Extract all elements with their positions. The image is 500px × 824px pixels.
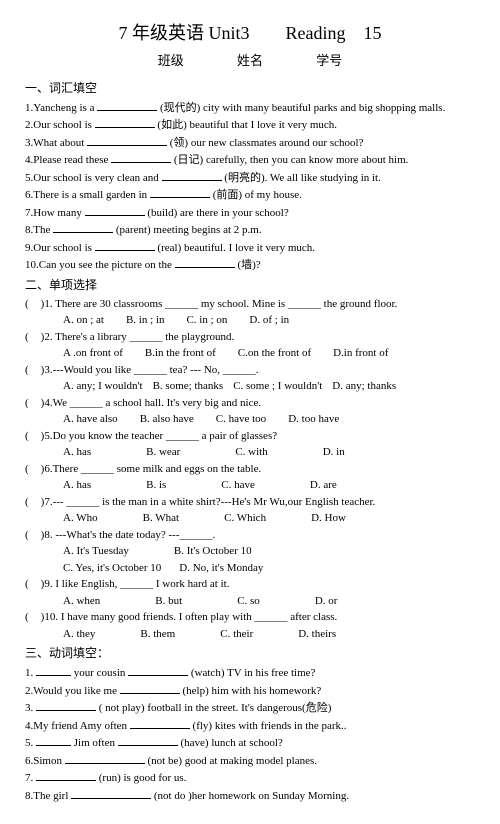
s2-q10-opts: A. theyB. themC. theirD. theirs bbox=[63, 626, 475, 643]
s2-q2-opts: A .on front ofB.in the front ofC.on the … bbox=[63, 345, 475, 362]
s3-q3: 3. ( not play) football in the street. I… bbox=[25, 699, 475, 717]
s2-q9-opts: A. whenB. butC. soD. or bbox=[63, 593, 475, 610]
s2-q8-opts-1: A. It's TuesdayB. It's October 10 bbox=[63, 543, 475, 560]
s1-q5: 5.Our school is very clean and (明亮的). We… bbox=[25, 169, 475, 187]
s2-q5-opts: A. hasB. wearC. withD. in bbox=[63, 444, 475, 461]
s1-q6: 6.There is a small garden in (前面) of my … bbox=[25, 186, 475, 204]
s3-q7: 7. (run) is good for us. bbox=[25, 769, 475, 787]
s2-q4: ()4.We ______ a school hall. It's very b… bbox=[25, 395, 475, 412]
s1-q1: 1.Yancheng is a (现代的) city with many bea… bbox=[25, 99, 475, 117]
s3-q1: 1. your cousin (watch) TV in his free ti… bbox=[25, 664, 475, 682]
s2-q1-opts: A. on ; atB. in ; inC. in ; onD. of ; in bbox=[63, 312, 475, 329]
s2-q10: ()10. I have many good friends. I often … bbox=[25, 609, 475, 626]
class-label: 班级 bbox=[158, 51, 184, 71]
sid-label: 学号 bbox=[316, 51, 342, 71]
s1-q8: 8.The (parent) meeting begins at 2 p.m. bbox=[25, 221, 475, 239]
s2-q3-opts: A. any; I wouldn'tB. some; thanksC. some… bbox=[63, 378, 475, 395]
s2-q8: ()8. ---What's the date today? ---______… bbox=[25, 527, 475, 544]
s3-q5: 5. Jim often (have) lunch at school? bbox=[25, 734, 475, 752]
s2-q6: ()6.There ______ some milk and eggs on t… bbox=[25, 461, 475, 478]
s1-q9: 9.Our school is (real) beautiful. I love… bbox=[25, 239, 475, 257]
name-label: 姓名 bbox=[237, 51, 263, 71]
section2-heading: 二、单项选择 bbox=[25, 276, 475, 294]
s2-q5: ()5.Do you know the teacher ______ a pai… bbox=[25, 428, 475, 445]
s3-q8: 8.The girl (not do )her homework on Sund… bbox=[25, 787, 475, 805]
s3-q6: 6.Simon (not be) good at making model pl… bbox=[25, 752, 475, 770]
s1-q2: 2.Our school is (如此) beautiful that I lo… bbox=[25, 116, 475, 134]
header-row: 班级 姓名 学号 bbox=[25, 51, 475, 71]
s2-q9: ()9. I like English, ______ I work hard … bbox=[25, 576, 475, 593]
s2-q3: ()3.---Would you like ______ tea? --- No… bbox=[25, 362, 475, 379]
s3-q4: 4.My friend Amy often (fly) kites with f… bbox=[25, 717, 475, 735]
s1-q4: 4.Please read these (日记) carefully, then… bbox=[25, 151, 475, 169]
s1-q10: 10.Can you see the picture on the (墙)? bbox=[25, 256, 475, 274]
s2-q1: ()1. There are 30 classrooms ______ my s… bbox=[25, 296, 475, 313]
s1-q7: 7.How many (build) are there in your sch… bbox=[25, 204, 475, 222]
s2-q2: ()2. There's a library ______ the playgr… bbox=[25, 329, 475, 346]
s2-q7-opts: A. WhoB. WhatC. WhichD. How bbox=[63, 510, 475, 527]
s2-q6-opts: A. hasB. isC. haveD. are bbox=[63, 477, 475, 494]
s2-q8-opts-2: C. Yes, it's October 10D. No, it's Monda… bbox=[63, 560, 475, 577]
s2-q7: ()7.--- ______ is the man in a white shi… bbox=[25, 494, 475, 511]
s2-q4-opts: A. have alsoB. also haveC. have tooD. to… bbox=[63, 411, 475, 428]
section3-heading: 三、动词填空： bbox=[25, 644, 475, 662]
s1-q3: 3.What about (领) our new classmates arou… bbox=[25, 134, 475, 152]
s3-q2: 2.Would you like me (help) him with his … bbox=[25, 682, 475, 700]
page-title: 7 年级英语 Unit3 Reading 15 bbox=[25, 20, 475, 47]
section1-heading: 一、词汇填空 bbox=[25, 79, 475, 97]
